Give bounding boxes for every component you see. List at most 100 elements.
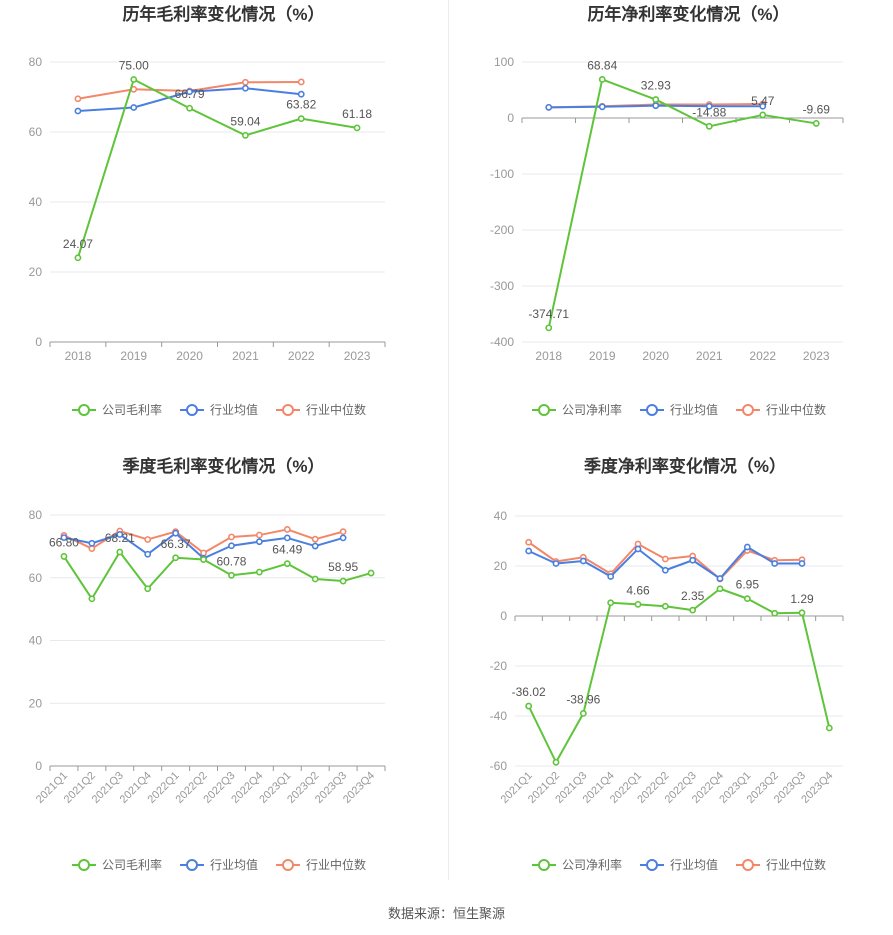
data-point-median (255, 531, 263, 539)
legend-swatch-marker (78, 404, 90, 416)
x-tick-label: 2021 (696, 349, 723, 363)
chart-title: 季度毛利率变化情况（%） (122, 456, 324, 476)
data-point-avg (283, 534, 291, 542)
y-tick-label: 20 (29, 265, 43, 279)
legend-item-company: 公司毛利率 (72, 857, 162, 872)
data-label: 58.95 (328, 560, 358, 574)
data-label: 1.29 (790, 592, 814, 606)
data-label: 63.82 (286, 98, 316, 112)
legend-swatch-marker (538, 404, 550, 416)
y-tick-label: 40 (29, 634, 43, 648)
y-tick-label: 80 (29, 55, 43, 69)
legend-swatch-marker (78, 859, 90, 871)
data-point-company (60, 553, 68, 560)
legend-swatch-marker (742, 404, 754, 416)
data-source-note: 数据来源：恒生聚源 (387, 906, 505, 921)
x-tick-label: 2022 (749, 349, 776, 363)
data-point-company (759, 111, 767, 119)
y-tick-label: 0 (500, 609, 507, 623)
series-line-company (76, 78, 358, 259)
legend-label: 公司毛利率 (102, 402, 162, 417)
data-label: 64.49 (272, 543, 302, 557)
y-tick-label: -60 (490, 759, 508, 773)
legend-item-median: 行业中位数 (736, 857, 826, 872)
data-point-company (525, 702, 533, 710)
y-tick-label: -200 (490, 223, 514, 237)
y-tick-label: 60 (29, 571, 43, 585)
data-label: 68.84 (587, 58, 617, 72)
x-tick-label: 2022 (288, 349, 315, 363)
legend-label: 公司净利率 (562, 402, 622, 417)
data-point-avg (743, 543, 751, 551)
data-point-median (283, 526, 291, 533)
y-tick-label: -300 (490, 279, 514, 293)
y-tick-label: -400 (490, 335, 514, 349)
data-point-company (652, 96, 660, 103)
data-label: -374.71 (528, 307, 569, 321)
x-tick-label: 2020 (176, 349, 203, 363)
series-line-company (527, 587, 831, 764)
legend-item-company: 公司毛利率 (72, 402, 162, 417)
data-point-avg (116, 531, 124, 538)
legend-label: 行业均值 (670, 857, 718, 872)
y-tick-label: 20 (494, 559, 508, 573)
panel-divider (448, 0, 449, 880)
data-point-company (283, 560, 291, 568)
legend-swatch-marker (186, 859, 198, 871)
data-label: 6.95 (736, 578, 760, 592)
x-tick-label: 2019 (589, 349, 616, 363)
data-point-company (798, 609, 806, 617)
legend-label: 行业均值 (210, 402, 258, 417)
data-point-company (552, 758, 560, 766)
x-tick-label: 2023 (803, 349, 830, 363)
data-point-median (74, 95, 82, 103)
data-point-company (743, 595, 751, 603)
data-point-avg (74, 107, 82, 115)
data-point-company (771, 609, 779, 617)
legend-label: 行业中位数 (306, 857, 366, 872)
data-point-median (200, 549, 207, 557)
data-point-avg (144, 550, 152, 558)
data-point-median (339, 528, 347, 536)
data-point-company (255, 568, 263, 576)
y-tick-label: 0 (35, 335, 42, 349)
data-point-company (607, 599, 615, 607)
data-point-median (228, 533, 235, 541)
data-point-avg (771, 560, 779, 567)
y-tick-label: -20 (490, 659, 508, 673)
data-point-avg (552, 560, 560, 567)
data-point-avg (634, 545, 642, 553)
data-point-company (88, 595, 96, 603)
data-point-avg (255, 538, 263, 546)
data-label: -36.02 (512, 685, 546, 699)
data-point-avg (242, 84, 249, 92)
data-point-avg (339, 534, 347, 542)
y-tick-label: -100 (490, 167, 514, 181)
data-point-avg (579, 557, 587, 565)
data-point-company (228, 571, 235, 579)
data-point-company (242, 131, 249, 139)
legend-item-company: 公司净利率 (532, 857, 622, 872)
data-point-company (812, 120, 820, 127)
series-line-company (547, 78, 817, 329)
data-point-company (186, 104, 193, 112)
data-point-company (339, 577, 347, 585)
y-tick-label: 20 (29, 696, 43, 710)
legend-label: 行业均值 (210, 857, 258, 872)
legend-label: 行业中位数 (766, 857, 826, 872)
data-point-avg (186, 88, 193, 96)
x-tick-label: 2020 (642, 349, 669, 363)
legend-item-avg: 行业均值 (640, 402, 718, 417)
y-tick-label: -40 (490, 709, 508, 723)
data-point-median (525, 538, 533, 546)
x-tick-label: 2018 (535, 349, 562, 363)
data-label: 4.66 (626, 583, 650, 597)
data-label: 66.79 (175, 87, 205, 101)
data-point-median (242, 78, 249, 86)
legend-swatch-marker (538, 859, 550, 871)
data-label: 32.93 (641, 79, 671, 93)
data-point-avg (545, 103, 553, 111)
data-label: 66.80 (49, 535, 79, 549)
data-point-company (598, 76, 606, 83)
quarterly-net-margin-panel: 季度净利率变化情况（%） -60 -40 -20 0 20 40 2021Q1 2021Q2 20… (449, 452, 893, 892)
